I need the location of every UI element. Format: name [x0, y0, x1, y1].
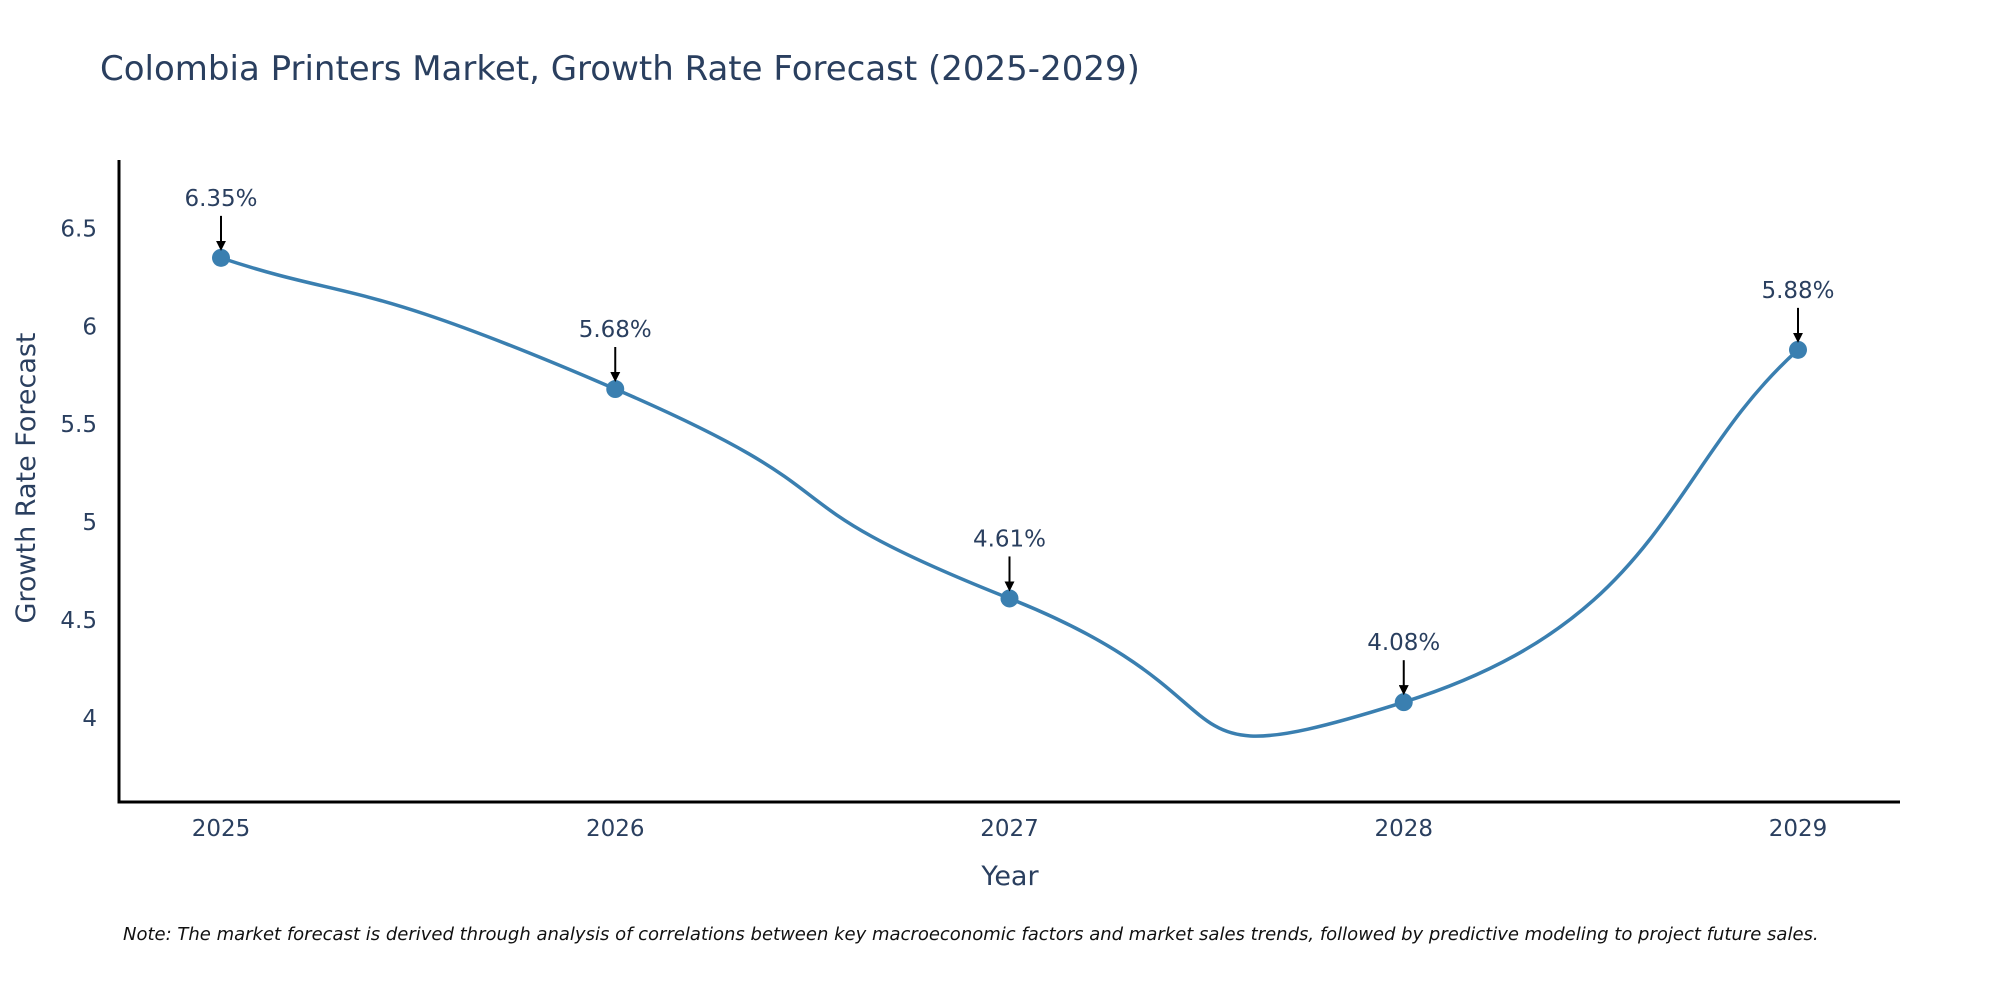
- y-axis-title: Growth Rate Forecast: [11, 332, 42, 623]
- y-tick-label: 4.5: [60, 608, 97, 634]
- data-point[interactable]: [212, 248, 230, 267]
- y-tick-label: 5.5: [60, 412, 97, 438]
- x-axis-title: Year: [980, 861, 1039, 892]
- data-point[interactable]: [1394, 693, 1413, 712]
- chart-title: Colombia Printers Market, Growth Rate Fo…: [100, 49, 1140, 89]
- data-label: 5.68%: [579, 317, 652, 343]
- plot-area: 4 4.5 5 5.5 6 6.5 2025 2026 2027 2028 2029 6.35% 5.6…: [60, 160, 1900, 842]
- data-point[interactable]: [606, 380, 625, 399]
- y-tick-label: 6: [82, 314, 97, 340]
- data-label: 5.88%: [1761, 278, 1834, 304]
- y-tick-label: 4: [82, 706, 97, 732]
- y-tick-label: 6.5: [60, 217, 97, 243]
- x-tick-label: 2027: [980, 816, 1039, 842]
- chart-footnote: Note: The market forecast is derived thr…: [123, 924, 1819, 945]
- x-tick-label: 2025: [192, 816, 251, 842]
- x-tick-label: 2029: [1769, 816, 1828, 842]
- series-line: [220, 256, 1800, 738]
- y-tick-label: 5: [82, 510, 97, 536]
- data-label: 4.61%: [973, 526, 1046, 552]
- data-point[interactable]: [1789, 340, 1807, 359]
- data-label: 4.08%: [1367, 630, 1440, 656]
- data-point[interactable]: [1000, 589, 1019, 608]
- x-tick-label: 2028: [1374, 816, 1433, 842]
- data-label: 6.35%: [184, 186, 257, 212]
- x-tick-label: 2026: [586, 816, 645, 842]
